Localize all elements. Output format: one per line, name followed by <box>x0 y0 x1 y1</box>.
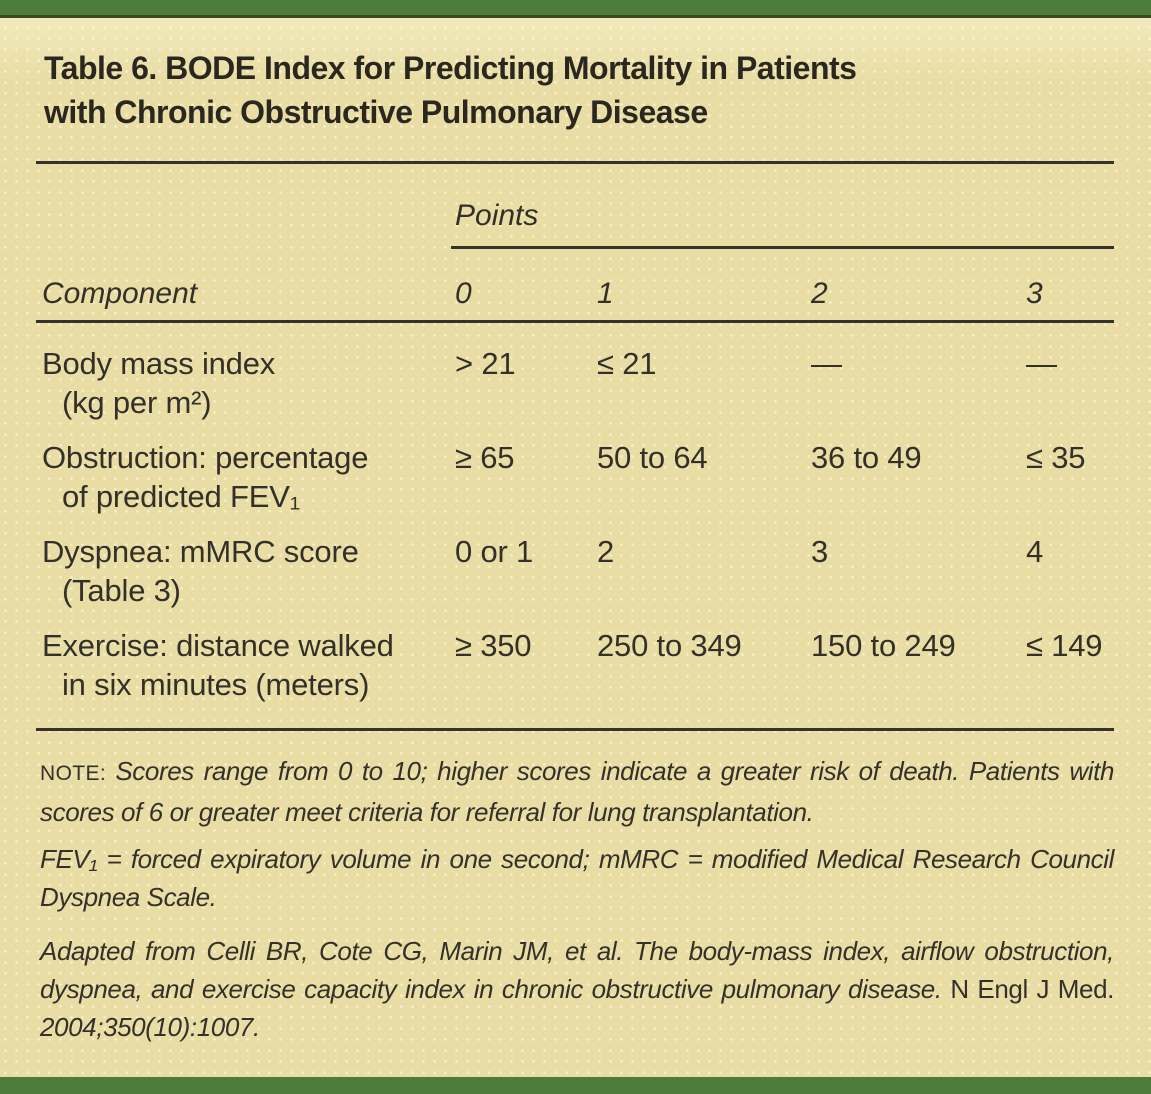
cell-obstruction-0: ≥ 65 <box>455 440 515 475</box>
note-text: Scores range from 0 to 10; higher scores… <box>40 756 1115 827</box>
note-paragraph: NOTE: Scores range from 0 to 10; higher … <box>40 752 1114 831</box>
cell-bmi-0: > 21 <box>455 346 516 381</box>
row-label-line1: Obstruction: percentage <box>42 440 369 475</box>
row-label-line1: Body mass index <box>42 346 276 381</box>
top-green-bar <box>0 0 1151 18</box>
cell-exercise-1: 250 to 349 <box>597 628 742 663</box>
row-label-bmi: Body mass index (kg per m²) <box>36 344 455 422</box>
note-label: NOTE: <box>40 762 116 785</box>
row-label-line2: of predicted FEV₁ <box>62 479 300 514</box>
table-title-line2: with Chronic Obstructive Pulmonary Disea… <box>44 94 708 130</box>
abbreviations-paragraph: FEV₁ = forced expiratory volume in one s… <box>40 844 1114 912</box>
cell-exercise-3: ≤ 149 <box>1026 628 1103 663</box>
citation-paragraph: Adapted from Celli BR, Cote CG, Marin JM… <box>40 932 1114 1046</box>
row-label-line1: Dyspnea: mMRC score <box>42 534 359 569</box>
citation-journal: N Engl J Med. <box>941 974 1114 1004</box>
row-label-exercise: Exercise: distance walked in six minutes… <box>36 626 455 704</box>
column-header-points-0: 0 <box>455 277 472 310</box>
row-label-line2: (kg per m²) <box>62 385 212 420</box>
column-header-points-3: 3 <box>1026 277 1043 310</box>
cell-bmi-2: — <box>811 346 842 381</box>
cell-obstruction-2: 36 to 49 <box>811 440 922 475</box>
bottom-green-bar <box>0 1077 1151 1094</box>
cell-exercise-0: ≥ 350 <box>455 628 532 663</box>
cell-exercise-2: 150 to 249 <box>811 628 956 663</box>
cell-bmi-1: ≤ 21 <box>597 346 657 381</box>
points-column-group-header: Points <box>455 199 539 232</box>
citation-text: Adapted from Celli BR, Cote CG, Marin JM… <box>40 936 1114 1004</box>
cell-obstruction-1: 50 to 64 <box>597 440 708 475</box>
column-header-points-2: 2 <box>811 277 828 310</box>
citation-volume: 2004;350(10):1007. <box>40 1012 260 1042</box>
table-title-line1: Table 6. BODE Index for Predicting Morta… <box>44 50 857 86</box>
row-label-line2: (Table 3) <box>62 573 181 608</box>
cell-dyspnea-1: 2 <box>597 534 615 569</box>
cell-dyspnea-0: 0 or 1 <box>455 534 534 569</box>
column-header-component: Component <box>42 277 198 310</box>
table-header-row: Component 0 1 2 3 <box>36 276 1114 312</box>
rule-above-notes <box>36 728 1114 731</box>
table-title: Table 6. BODE Index for Predicting Morta… <box>44 46 1119 134</box>
cell-dyspnea-2: 3 <box>811 534 829 569</box>
column-header-points-1: 1 <box>597 277 614 310</box>
rule-under-title <box>36 161 1114 164</box>
rule-under-header <box>36 320 1114 323</box>
cell-obstruction-3: ≤ 35 <box>1026 440 1086 475</box>
rule-under-points <box>451 246 1114 249</box>
row-label-dyspnea: Dyspnea: mMRC score (Table 3) <box>36 532 455 610</box>
row-label-line2: in six minutes (meters) <box>62 667 370 702</box>
cell-dyspnea-3: 4 <box>1026 534 1044 569</box>
row-label-line1: Exercise: distance walked <box>42 628 394 663</box>
cell-bmi-3: — <box>1026 346 1057 381</box>
table-body: Body mass index (kg per m²) > 21 ≤ 21 — … <box>36 344 1114 704</box>
row-label-obstruction: Obstruction: percentage of predicted FEV… <box>36 438 455 516</box>
